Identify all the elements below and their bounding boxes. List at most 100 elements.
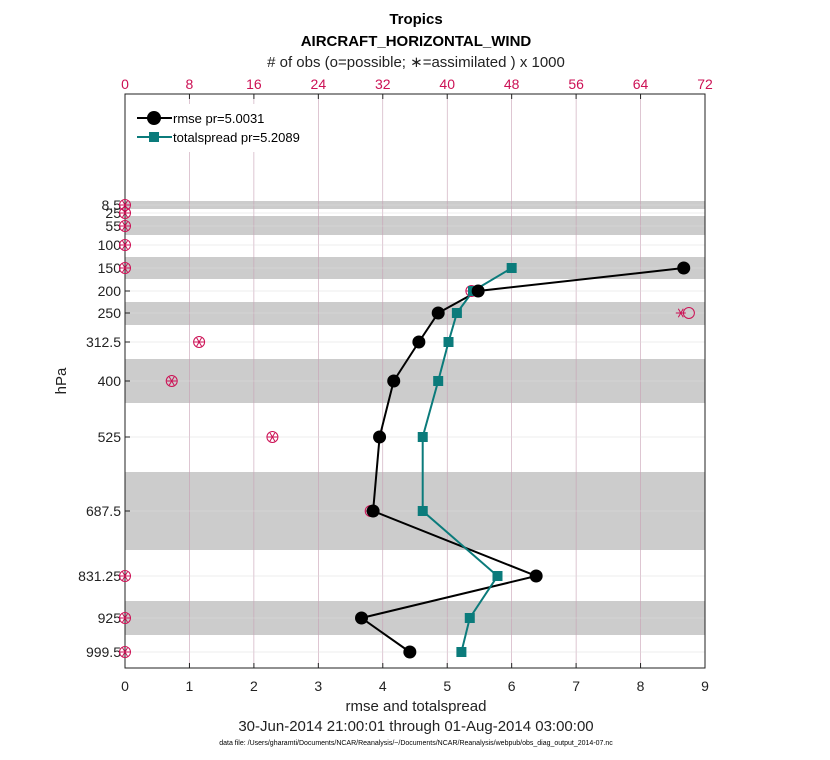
grid-lines — [124, 94, 706, 668]
obs-assimilated-525 — [267, 432, 278, 442]
totalspread-point-831_25 — [492, 571, 503, 581]
obs-possible-150 — [119, 262, 131, 274]
top-tick-label-16: 16 — [246, 76, 262, 92]
level-band-2 — [125, 216, 705, 235]
obs-assimilated-100 — [120, 240, 130, 250]
obs-assimilated-250 — [675, 308, 686, 318]
x-tick-label-9: 9 — [701, 678, 709, 694]
rmse-point-831_25 — [529, 569, 543, 583]
obs-possible-831_25 — [119, 570, 131, 582]
top-axis-ticks: 0 8 16 24 32 40 48 56 64 72 — [121, 76, 713, 99]
y-tick-label-999_5: 999.5 — [86, 644, 121, 660]
rmse-point-312_5 — [412, 335, 426, 349]
y-tick-label-925: 925 — [98, 610, 122, 626]
obs-assimilated-8_5 — [120, 200, 130, 210]
y-axis-label: hPa — [53, 367, 70, 394]
obs-possible-8_5 — [119, 199, 131, 211]
y-tick-label-312_5: 312.5 — [86, 334, 121, 350]
obs-possible-100 — [119, 239, 131, 251]
obs-possible-25 — [119, 207, 131, 219]
x-tick-label-0: 0 — [121, 678, 129, 694]
y-tick-label-25: 25 — [105, 205, 121, 221]
totalspread-point-400 — [433, 376, 444, 386]
x-tick-label-2: 2 — [250, 678, 258, 694]
top-tick-label-56: 56 — [568, 76, 584, 92]
obs-assimilated-55 — [120, 221, 130, 231]
obs-possible-525 — [266, 431, 279, 443]
y-tick-label-400: 400 — [98, 373, 122, 389]
obs-possible-999_5 — [119, 646, 131, 658]
obs-possible-400 — [165, 375, 178, 387]
obs-assimilated-925 — [120, 613, 130, 623]
totalspread-point-925 — [464, 613, 475, 623]
obs-possible-55 — [119, 220, 131, 232]
legend-rmse-label: rmse pr=5.0031 — [173, 111, 264, 126]
totalspread-point-250 — [451, 308, 462, 318]
top-tick-label-72: 72 — [697, 76, 713, 92]
obs-possible-312_5 — [193, 336, 206, 348]
chart-title: Tropics — [389, 11, 442, 28]
totalspread-point-525 — [417, 432, 428, 442]
legend: rmse pr=5.0031 totalspread pr=5.2089 — [134, 104, 316, 152]
y-tick-label-150: 150 — [98, 260, 122, 276]
x-tick-label-7: 7 — [572, 678, 580, 694]
bottom-axis-ticks: 0 1 2 3 4 5 6 7 8 9 — [121, 663, 709, 694]
obs-assimilated-999_5 — [120, 647, 130, 657]
x-tick-label-5: 5 — [443, 678, 451, 694]
top-tick-label-64: 64 — [633, 76, 649, 92]
level-band-4 — [125, 302, 705, 325]
totalspread-point-999_5 — [456, 647, 467, 657]
y-tick-label-687_5: 687.5 — [86, 503, 121, 519]
x-tick-label-1: 1 — [186, 678, 194, 694]
totalspread-point-687_5 — [417, 506, 428, 516]
obs-assimilated-312_5 — [194, 337, 205, 347]
x-tick-label-8: 8 — [637, 678, 645, 694]
x-tick-label-6: 6 — [508, 678, 516, 694]
legend-spread-label: totalspread pr=5.2089 — [173, 130, 300, 145]
legend-box — [134, 104, 316, 152]
top-tick-label-0: 0 — [121, 76, 129, 92]
series-lines — [359, 267, 684, 653]
rmse-point-999_5 — [403, 645, 417, 659]
rmse-point-925 — [355, 611, 369, 625]
obs-assimilated-400 — [166, 376, 177, 386]
x-tick-label-3: 3 — [314, 678, 322, 694]
totalspread-line — [421, 267, 513, 653]
rmse-line — [359, 267, 684, 653]
level-bands — [125, 201, 705, 635]
y-tick-label-200: 200 — [98, 283, 122, 299]
totalspread-point-312_5 — [443, 337, 454, 347]
rmse-point-400 — [387, 374, 401, 388]
series-markers — [355, 261, 691, 659]
legend-spread-marker — [149, 132, 159, 142]
totalspread-point-150 — [506, 263, 517, 273]
y-tick-label-250: 250 — [98, 305, 122, 321]
top-axis-label: # of obs (o=possible; ∗=assimilated ) x … — [267, 54, 565, 71]
rmse-point-150 — [677, 261, 691, 275]
x-tick-label-4: 4 — [379, 678, 387, 694]
date-range-label: 30-Jun-2014 21:00:01 through 01-Aug-2014… — [238, 718, 593, 735]
y-tick-label-100: 100 — [98, 237, 122, 253]
obs-assimilated-150 — [120, 263, 130, 273]
chart-subtitle: AIRCRAFT_HORIZONTAL_WIND — [301, 33, 532, 50]
y-tick-label-831_25: 831.25 — [78, 568, 121, 584]
x-axis-label: rmse and totalspread — [346, 698, 487, 715]
rmse-point-200 — [471, 284, 485, 298]
y-tick-label-55: 55 — [105, 218, 121, 234]
top-tick-label-48: 48 — [504, 76, 520, 92]
rmse-point-687_5 — [366, 504, 380, 518]
top-tick-label-32: 32 — [375, 76, 391, 92]
top-tick-label-24: 24 — [311, 76, 327, 92]
top-tick-label-40: 40 — [439, 76, 455, 92]
y-tick-label-8_5: 8.5 — [102, 197, 122, 213]
top-tick-label-8: 8 — [186, 76, 194, 92]
y-tick-label-525: 525 — [98, 429, 122, 445]
rmse-point-250 — [431, 306, 445, 320]
rmse-point-525 — [373, 430, 387, 444]
obs-assimilated-831_25 — [120, 571, 130, 581]
obs-assimilated-25 — [120, 208, 130, 218]
legend-rmse-marker — [147, 111, 161, 125]
data-file-footnote: data file: /Users/gharamti/Documents/NCA… — [219, 740, 613, 747]
